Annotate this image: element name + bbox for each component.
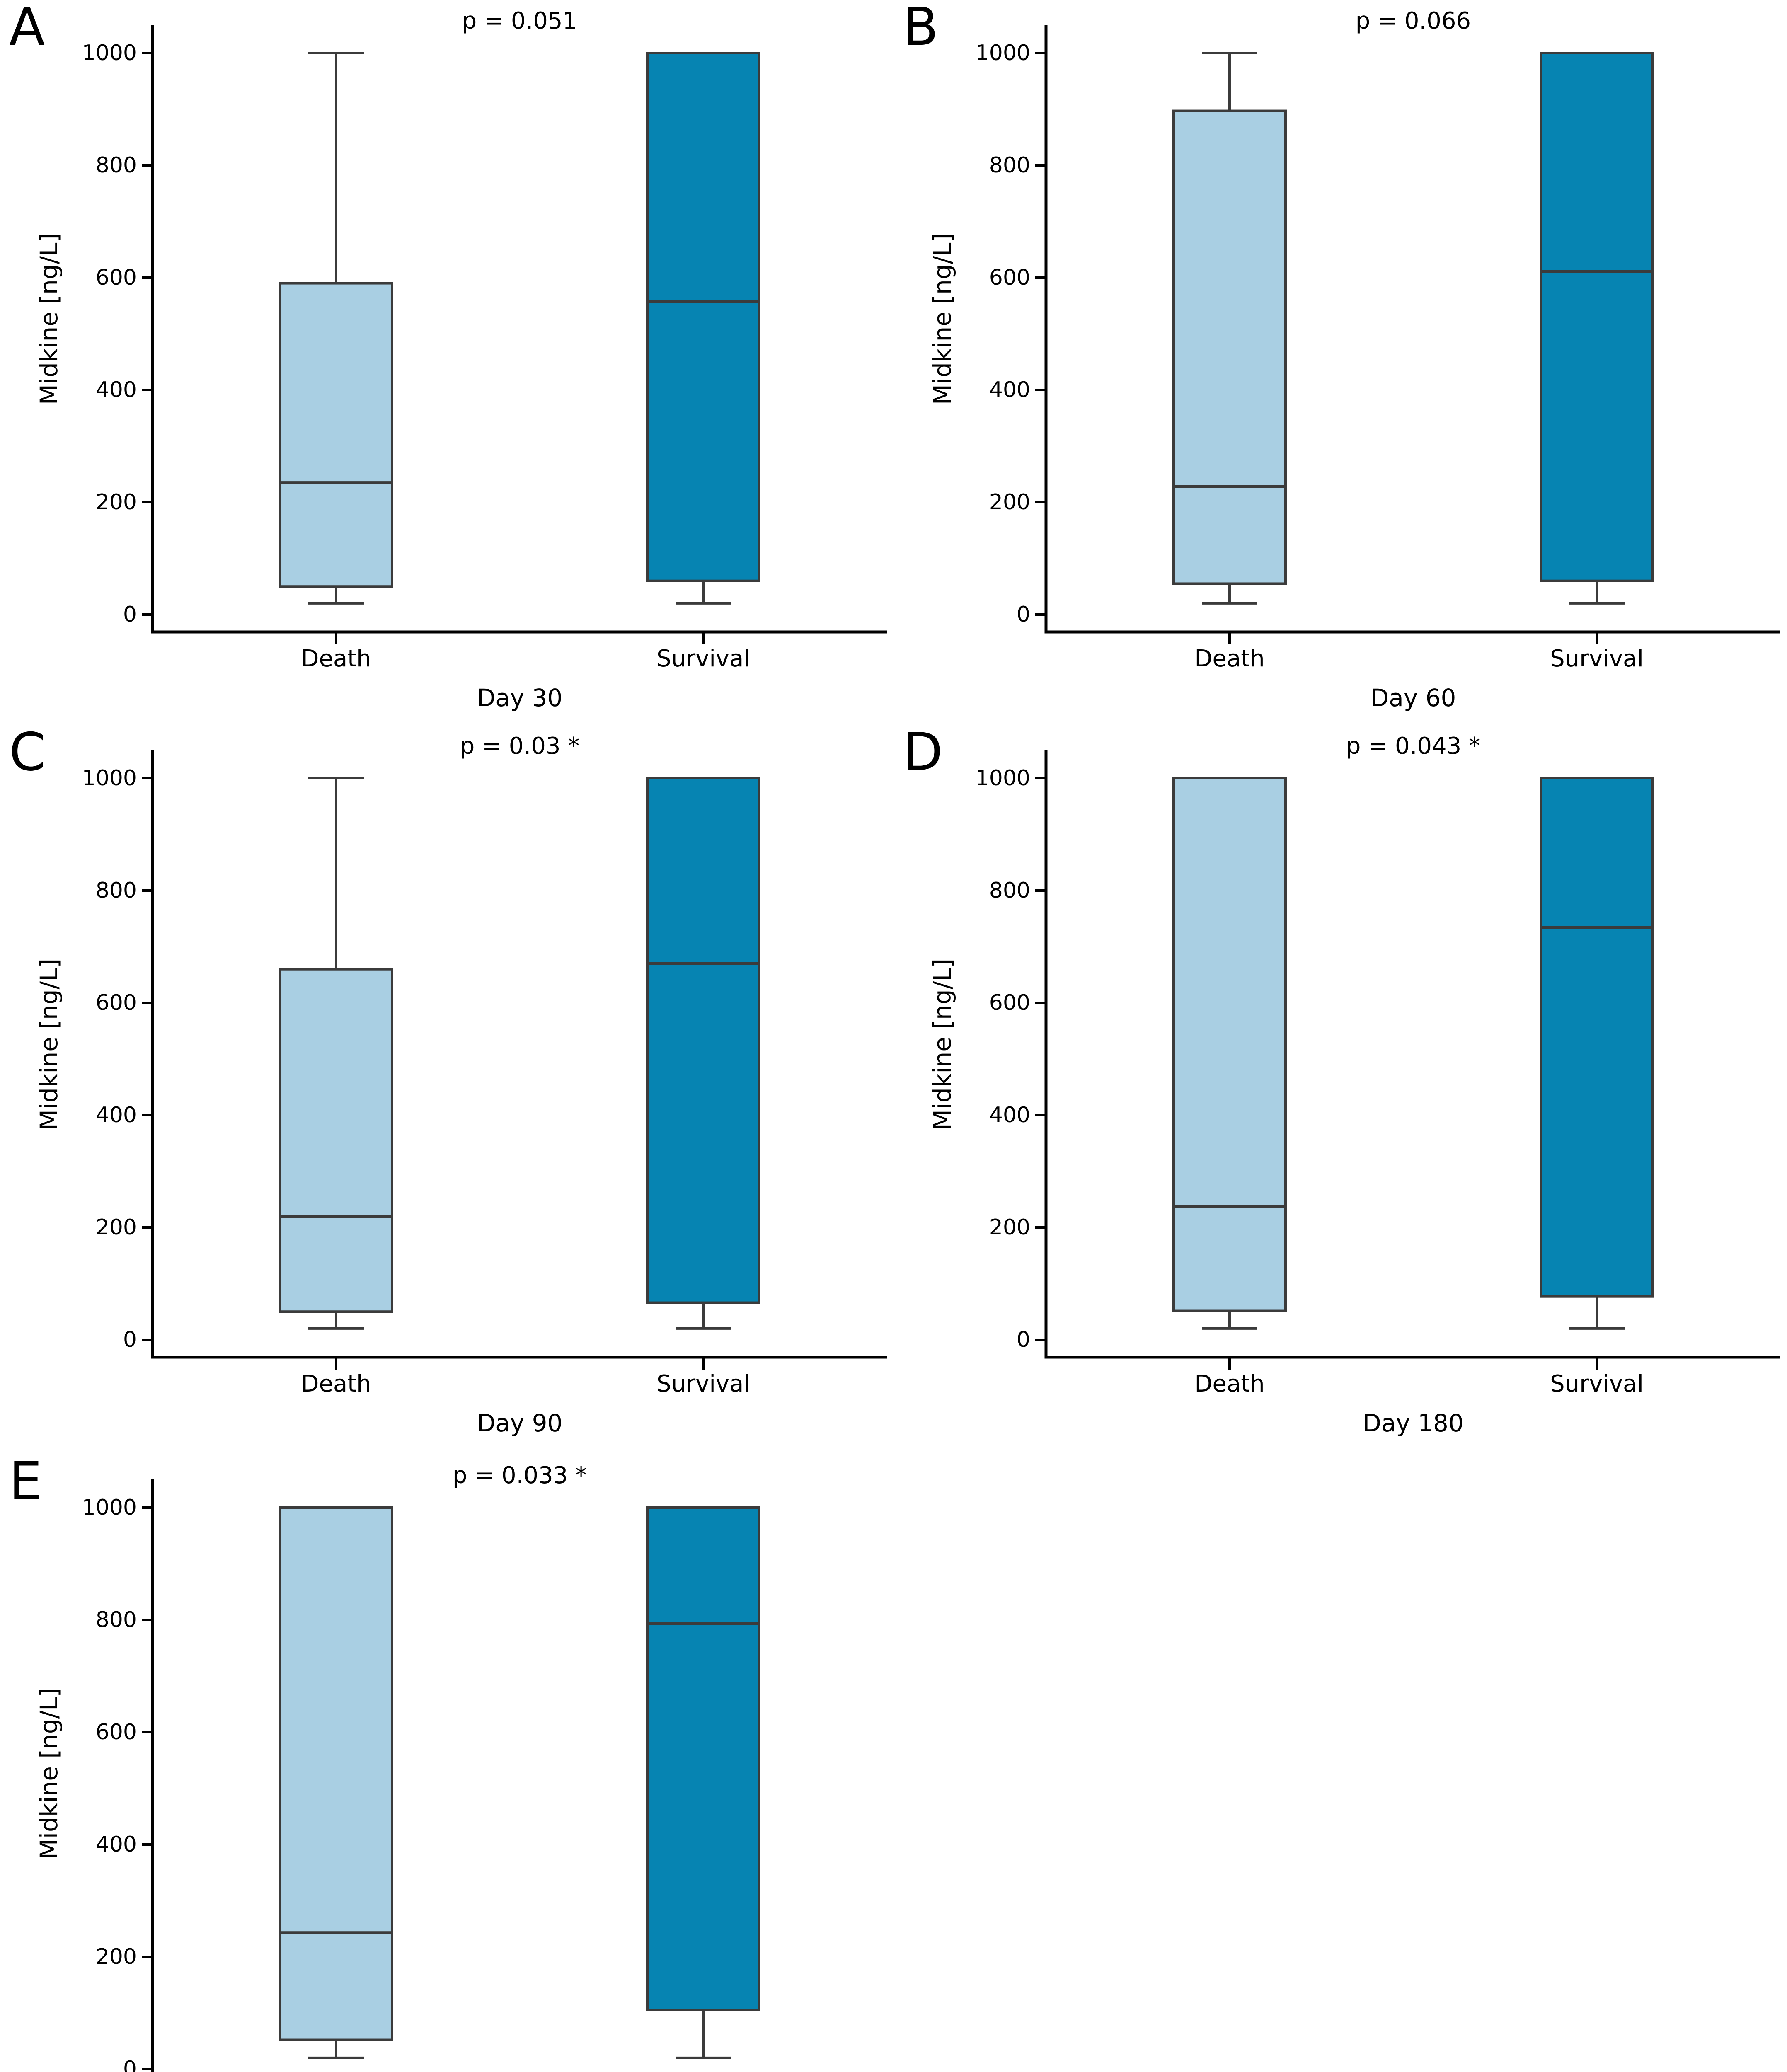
y-tick-label: 1000 xyxy=(975,766,1030,791)
box-death xyxy=(1172,777,1287,1312)
boxplot-chart-day180 xyxy=(1035,750,1780,1370)
y-tick-label: 1000 xyxy=(82,766,137,791)
box-survival xyxy=(646,777,760,1304)
x-tick-label-death: Death xyxy=(1194,645,1265,672)
y-tick-label: 0 xyxy=(123,2057,137,2072)
y-tick-label: 600 xyxy=(989,990,1030,1015)
x-tick-label-death: Death xyxy=(301,1370,371,1397)
y-tick-label: 800 xyxy=(95,153,137,178)
p-value-label: p = 0.033 * xyxy=(452,1462,587,1489)
box-survival xyxy=(646,52,760,582)
y-tick-label: 600 xyxy=(95,990,137,1015)
y-tick-label: 0 xyxy=(123,1327,137,1352)
box-death xyxy=(279,1506,393,2041)
x-tick-label-survival: Survival xyxy=(1550,645,1644,672)
x-tick-label-death: Death xyxy=(301,645,371,672)
x-axis-label: Day 30 xyxy=(477,684,563,712)
panel-letter: B xyxy=(903,0,939,57)
y-tick-label: 600 xyxy=(95,1720,137,1745)
p-value-label: p = 0.066 xyxy=(1355,7,1471,34)
panel-e: E p = 0.033 * Midkine [ng/L] 1000 800 60… xyxy=(0,1455,894,2072)
boxplot-chart-day365 xyxy=(142,1479,760,2072)
y-tick-label: 200 xyxy=(989,490,1030,515)
y-tick-label: 200 xyxy=(95,1944,137,1969)
box-death xyxy=(1172,109,1287,585)
x-axis-label: Day 180 xyxy=(1363,1409,1464,1437)
y-tick-label: 400 xyxy=(95,1832,137,1857)
box-survival xyxy=(646,1506,760,2011)
y-tick-label: 0 xyxy=(1016,1327,1030,1352)
y-tick-label: 800 xyxy=(989,153,1030,178)
boxplot-chart-day60 xyxy=(1035,25,1780,644)
x-axis-label: Day 90 xyxy=(477,1409,563,1437)
box-death xyxy=(279,968,393,1313)
x-tick-label-survival: Survival xyxy=(656,1370,750,1397)
p-value-label: p = 0.043 * xyxy=(1346,733,1481,760)
panel-a: A p = 0.051 Midkine [ng/L] 1000 800 600 … xyxy=(0,0,894,725)
y-tick-label: 600 xyxy=(989,265,1030,290)
box-survival xyxy=(1540,52,1654,582)
boxplot-chart-day30 xyxy=(142,25,887,644)
y-tick-label: 400 xyxy=(95,378,137,402)
y-tick-label: 1000 xyxy=(975,41,1030,65)
panel-letter: D xyxy=(903,721,943,782)
y-tick-label: 400 xyxy=(989,1103,1030,1128)
box-death xyxy=(279,282,393,588)
y-tick-label: 600 xyxy=(95,265,137,290)
x-tick-label-survival: Survival xyxy=(656,645,750,672)
panel-letter: A xyxy=(9,0,45,57)
panel-d: D p = 0.043 * Midkine [ng/L] 1000 800 60… xyxy=(894,725,1787,1455)
box-survival xyxy=(1540,777,1654,1298)
panel-letter: C xyxy=(9,721,46,782)
y-tick-label: 0 xyxy=(123,602,137,627)
y-tick-label: 800 xyxy=(95,878,137,903)
p-value-label: p = 0.03 * xyxy=(460,733,580,760)
y-tick-label: 200 xyxy=(95,490,137,515)
panel-letter: E xyxy=(9,1451,42,1512)
y-tick-label: 1000 xyxy=(82,41,137,65)
boxplot-chart-day90 xyxy=(142,750,887,1370)
y-tick-label: 200 xyxy=(989,1215,1030,1240)
x-axis-label: Day 60 xyxy=(1370,684,1456,712)
panel-c: C p = 0.03 * Midkine [ng/L] 1000 800 600… xyxy=(0,725,894,1455)
p-value-label: p = 0.051 xyxy=(462,7,578,34)
y-tick-label: 0 xyxy=(1016,602,1030,627)
y-tick-label: 400 xyxy=(989,378,1030,402)
y-tick-label: 800 xyxy=(989,878,1030,903)
x-tick-label-death: Death xyxy=(1194,1370,1265,1397)
y-tick-label: 800 xyxy=(95,1607,137,1632)
panel-b: B p = 0.066 Midkine [ng/L] 1000 800 600 … xyxy=(894,0,1787,725)
y-tick-label: 1000 xyxy=(82,1495,137,1520)
y-tick-label: 400 xyxy=(95,1103,137,1128)
x-tick-label-survival: Survival xyxy=(1550,1370,1644,1397)
y-tick-label: 200 xyxy=(95,1215,137,1240)
